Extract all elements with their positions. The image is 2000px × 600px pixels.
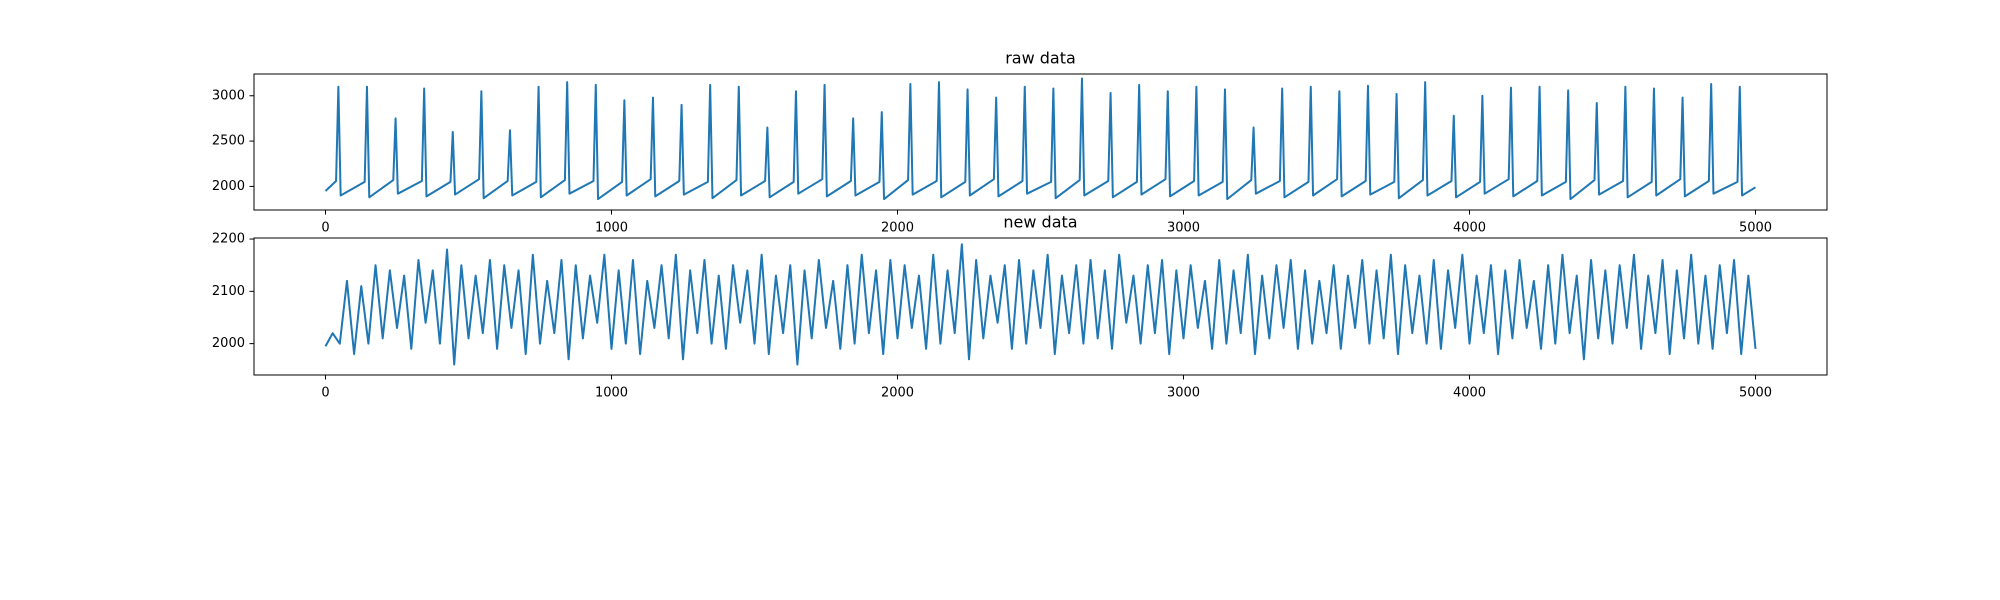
chart-title: new data: [1003, 213, 1077, 232]
x-tick-label: 0: [321, 221, 329, 236]
y-tick-label: 2000: [212, 179, 245, 194]
x-tick-label: 2000: [881, 221, 914, 236]
y-tick-label: 2200: [212, 232, 245, 247]
x-tick-label: 5000: [1739, 221, 1772, 236]
x-tick-label: 1000: [595, 386, 628, 401]
data-line: [324, 243, 1757, 366]
data-line: [324, 77, 1757, 201]
x-tick-label: 0: [321, 386, 329, 401]
x-tick-label: 4000: [1453, 221, 1486, 236]
x-tick-label: 2000: [881, 386, 914, 401]
y-tick-label: 2500: [212, 134, 245, 149]
x-tick-label: 4000: [1453, 386, 1486, 401]
x-tick-label: 3000: [1167, 386, 1200, 401]
x-tick-label: 1000: [595, 221, 628, 236]
axes-frame: [253, 237, 1828, 376]
y-tick-label: 2000: [212, 336, 245, 351]
axes-frame: [253, 73, 1828, 211]
y-tick-label: 3000: [212, 88, 245, 103]
x-tick-label: 3000: [1167, 221, 1200, 236]
x-tick-label: 5000: [1739, 386, 1772, 401]
y-tick-label: 2100: [212, 284, 245, 299]
chart-title: raw data: [1005, 49, 1076, 68]
